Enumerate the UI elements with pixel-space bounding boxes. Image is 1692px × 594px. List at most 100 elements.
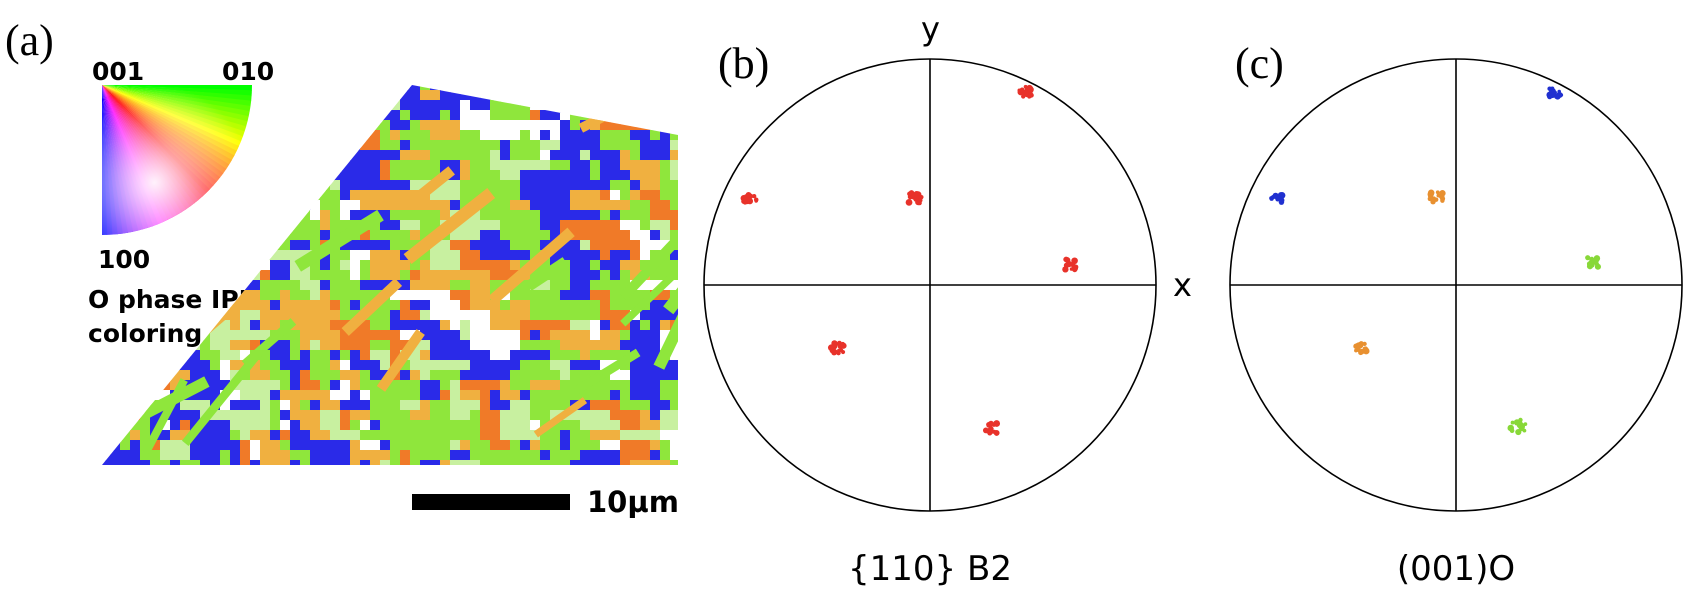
ebsd-map-pixel (280, 100, 291, 111)
ebsd-map-pixel (200, 460, 211, 465)
ebsd-map-pixel (450, 360, 461, 371)
ebsd-map-pixel (340, 130, 351, 141)
ebsd-map-pixel (500, 180, 511, 191)
ebsd-map-pixel (440, 400, 451, 411)
ebsd-map-pixel (330, 390, 341, 401)
ebsd-map-pixel (590, 360, 601, 371)
ebsd-map-pixel (410, 260, 421, 271)
ebsd-map-pixel (650, 270, 661, 281)
ebsd-map-pixel (670, 370, 678, 381)
ebsd-map-pixel (380, 140, 391, 151)
ebsd-map-pixel (640, 350, 651, 361)
ebsd-map-pixel (250, 360, 261, 371)
ebsd-map-pixel (390, 320, 401, 331)
ebsd-map-pixel (230, 300, 241, 311)
ebsd-map-pixel (180, 370, 191, 381)
ebsd-map-pixel (470, 150, 481, 161)
ebsd-map-pixel (350, 260, 361, 271)
ebsd-map-pixel (570, 200, 581, 211)
ebsd-map-pixel (300, 130, 311, 141)
ebsd-map-pixel (250, 230, 261, 241)
ebsd-map-pixel (440, 180, 451, 191)
ebsd-map-pixel (440, 190, 451, 201)
ebsd-map-pixel (660, 85, 671, 91)
ebsd-map-pixel (630, 260, 641, 271)
ebsd-map-pixel (420, 85, 431, 91)
ebsd-map-pixel (420, 410, 431, 421)
scale-bar-line (412, 494, 570, 510)
ebsd-map-pixel (340, 430, 351, 441)
ebsd-map-pixel (610, 140, 621, 151)
ebsd-map-pixel (470, 250, 481, 261)
ebsd-map-lath (533, 397, 588, 438)
ebsd-map-pixel (400, 420, 411, 431)
ebsd-map-pixel (450, 100, 461, 111)
ebsd-map-pixel (560, 460, 571, 465)
ebsd-map-pixel (490, 160, 501, 171)
ebsd-map-pixel (430, 270, 441, 281)
ebsd-map-pixel (460, 350, 471, 361)
ebsd-map-pixel (440, 340, 451, 351)
ebsd-map-pixel (350, 290, 361, 301)
ebsd-map-pixel (360, 120, 371, 131)
ebsd-map-pixel (290, 150, 301, 161)
ebsd-map-pixel (670, 120, 678, 131)
ebsd-map-pixel (450, 250, 461, 261)
ebsd-map-pixel (150, 420, 161, 431)
ebsd-map-pixel (110, 360, 121, 371)
ebsd-map-pixel (670, 350, 678, 361)
ebsd-map-pixel (240, 240, 251, 251)
ebsd-map-pixel (260, 360, 271, 371)
ebsd-map-pixel (470, 100, 481, 111)
ebsd-map-pixel (490, 350, 501, 361)
ebsd-map-pixel (300, 270, 311, 281)
ebsd-map-pixel (420, 300, 431, 311)
ebsd-map-pixel (410, 270, 421, 281)
ebsd-map-pixel (240, 230, 251, 241)
ipf-key-010: 010 (222, 57, 274, 86)
ebsd-map-pixel (550, 180, 561, 191)
ebsd-map-pixel (260, 390, 271, 401)
ebsd-map-pixel (450, 270, 461, 281)
ebsd-map-pixel (540, 260, 551, 271)
ebsd-map-pixel (160, 250, 171, 261)
ebsd-map-pixel (460, 120, 471, 131)
ebsd-map-pixel (310, 210, 321, 221)
ebsd-map-pixel (130, 460, 141, 465)
ebsd-map-pixel (620, 410, 631, 421)
ebsd-map-pixel (280, 250, 291, 261)
ebsd-map-pixel (450, 180, 461, 191)
ebsd-map-pixel (170, 240, 181, 251)
ebsd-map-pixel (460, 410, 471, 421)
ebsd-map-pixel (610, 320, 621, 331)
ebsd-map-pixel (290, 400, 301, 411)
ebsd-map-pixel (660, 260, 671, 271)
ebsd-map-pixel (490, 120, 501, 131)
ebsd-map-pixel (600, 280, 611, 291)
ebsd-map-pixel (590, 250, 601, 261)
ebsd-map-pixel (290, 340, 301, 351)
ebsd-map-pixel (560, 450, 571, 461)
ebsd-map-pixel (540, 140, 551, 151)
ebsd-map-pixel (560, 420, 571, 431)
ebsd-map-pixel (390, 90, 401, 101)
ebsd-map-pixel (580, 460, 591, 465)
ebsd-map-pixel (390, 140, 401, 151)
ebsd-map-pixel (620, 250, 631, 261)
ebsd-map-pixel (470, 320, 481, 331)
ebsd-map-pixel (290, 210, 301, 221)
ebsd-map-pixel (520, 180, 531, 191)
ebsd-map-pixel (420, 120, 431, 131)
ebsd-map-pixel (530, 140, 541, 151)
ebsd-map-pixel (260, 230, 271, 241)
ebsd-map-pixel (360, 150, 371, 161)
ebsd-map-pixel (480, 290, 491, 301)
ebsd-map-pixel (670, 280, 678, 291)
ebsd-map-pixel (310, 330, 321, 341)
ebsd-map-pixel (240, 340, 251, 351)
ebsd-map-pixel (160, 230, 171, 241)
ebsd-map-pixel (570, 270, 581, 281)
ebsd-map-pixel (330, 190, 341, 201)
ebsd-map-pixel (550, 310, 561, 321)
ebsd-map-pixel (490, 320, 501, 331)
